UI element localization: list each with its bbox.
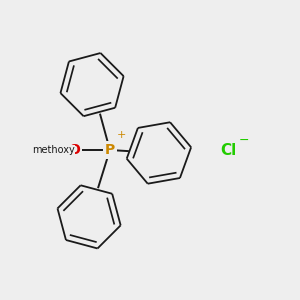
Text: Cl: Cl	[220, 142, 236, 158]
Text: +: +	[116, 130, 126, 140]
Text: −: −	[239, 134, 250, 146]
Text: P: P	[105, 143, 115, 157]
Text: methoxy: methoxy	[32, 145, 75, 155]
Text: O: O	[68, 143, 80, 157]
